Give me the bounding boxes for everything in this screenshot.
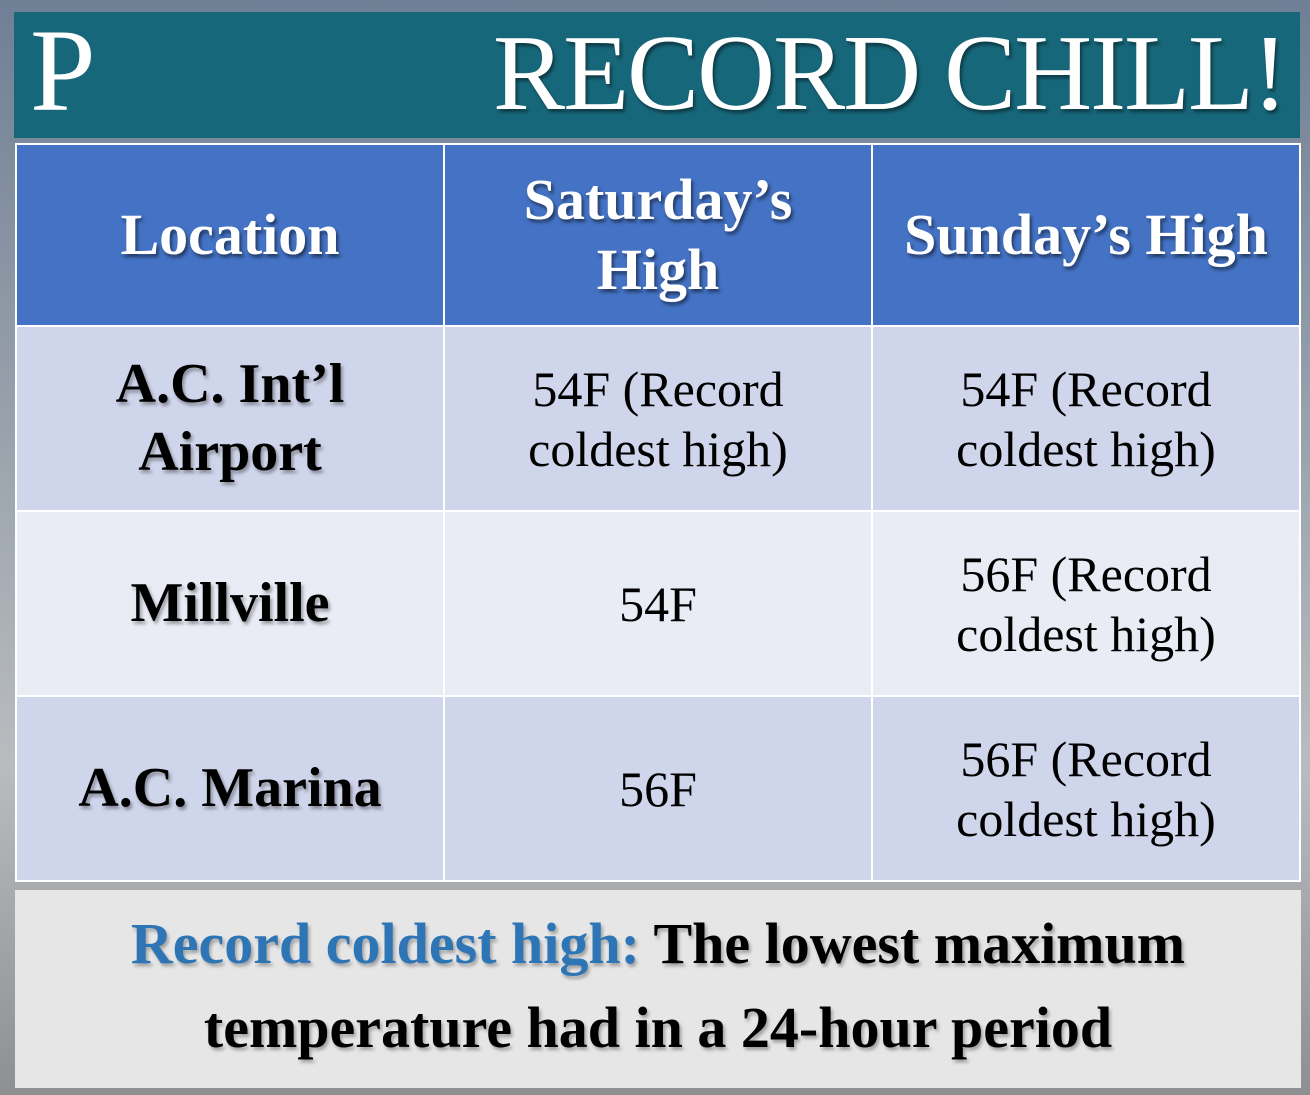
cell: 56F (Record coldest high) <box>871 695 1301 882</box>
cell: 56F (Record coldest high) <box>871 510 1301 697</box>
location-cell: Millville <box>15 510 445 697</box>
column-header: Sunday’s High <box>871 143 1301 327</box>
cell: 54F (Record coldest high) <box>871 325 1301 512</box>
footnote-term: Record coldest high: <box>130 911 640 976</box>
table: Location Saturday’s High Sunday’s High A… <box>15 143 1301 882</box>
footnote: Record coldest high: The lowest maximum … <box>15 890 1301 1088</box>
header-row: Location Saturday’s High Sunday’s High <box>15 143 1301 327</box>
row: A.C. Int’l Airport 54F (Record coldest h… <box>15 325 1301 512</box>
title: RECORD CHILL! <box>493 14 1288 133</box>
footnote-definition: The lowest maximum temperature had in a … <box>203 911 1186 1060</box>
cell: 56F <box>443 695 873 882</box>
logo: P <box>30 5 96 136</box>
cell: 54F <box>443 510 873 697</box>
header: P RECORD CHILL! <box>14 6 1300 138</box>
column-header: Saturday’s High <box>443 143 873 327</box>
column-header: Location <box>15 143 445 327</box>
location-cell: A.C. Marina <box>15 695 445 882</box>
location-cell: A.C. Int’l Airport <box>15 325 445 512</box>
row: A.C. Marina 56F 56F (Record coldest high… <box>15 695 1301 882</box>
row: Millville 54F 56F (Record coldest high) <box>15 510 1301 697</box>
cell: 54F (Record coldest high) <box>443 325 873 512</box>
